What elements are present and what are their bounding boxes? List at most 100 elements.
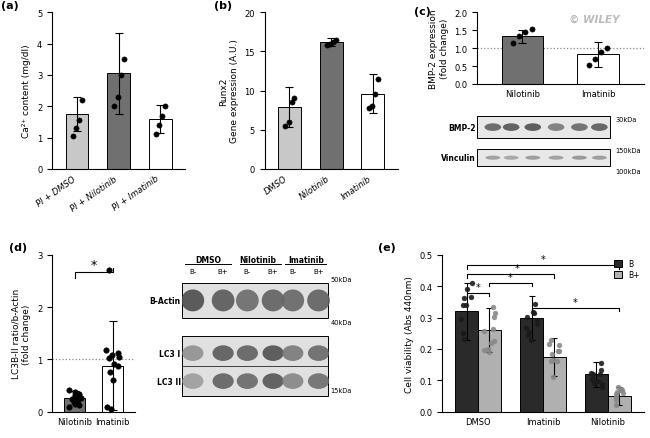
Point [482, 346, 493, 353]
Point [484, 349, 495, 356]
Text: LC3 II: LC3 II [157, 377, 181, 386]
Point [618, 390, 629, 397]
Point [109, 360, 119, 367]
Point [523, 332, 533, 339]
Ellipse shape [307, 290, 330, 312]
Point [331, 37, 341, 44]
Ellipse shape [237, 374, 258, 389]
Point [289, 95, 300, 102]
Point [157, 113, 168, 120]
Point [490, 310, 501, 317]
Ellipse shape [213, 346, 234, 361]
Point [589, 379, 599, 386]
Text: 50kDa: 50kDa [331, 276, 352, 282]
Text: B+: B+ [218, 268, 228, 274]
Point [325, 41, 335, 48]
Point [73, 402, 84, 409]
Bar [320, 43, 343, 170]
Ellipse shape [263, 346, 283, 361]
Ellipse shape [486, 156, 500, 160]
Ellipse shape [592, 156, 607, 160]
Point [116, 72, 126, 79]
Point [73, 391, 84, 398]
Point [508, 40, 519, 47]
Text: Nilotinib: Nilotinib [239, 255, 276, 265]
Point [109, 103, 120, 110]
Point [69, 399, 79, 406]
Point [459, 295, 469, 302]
Point [596, 50, 606, 57]
Point [64, 404, 74, 411]
Point [328, 39, 339, 46]
Ellipse shape [571, 124, 588, 132]
Bar [543, 357, 566, 412]
Text: BMP-2: BMP-2 [448, 124, 475, 132]
Y-axis label: Cell viability (Abs 440nm): Cell viability (Abs 440nm) [405, 275, 414, 392]
Ellipse shape [503, 124, 519, 132]
Text: 150kDa: 150kDa [615, 148, 641, 154]
Point [370, 92, 380, 99]
Ellipse shape [525, 156, 540, 160]
Text: (b): (b) [214, 0, 232, 11]
Point [461, 302, 471, 309]
Bar [478, 330, 500, 412]
Point [478, 328, 489, 335]
Point [514, 33, 525, 40]
Point [616, 387, 626, 394]
Point [68, 133, 78, 140]
Bar [361, 95, 384, 170]
Ellipse shape [525, 124, 541, 132]
Point [66, 395, 77, 402]
Point [528, 310, 539, 317]
Point [588, 370, 598, 377]
Text: (d): (d) [8, 243, 27, 253]
Point [586, 369, 596, 376]
Point [70, 392, 81, 399]
Ellipse shape [504, 156, 519, 160]
Bar [278, 108, 301, 170]
Point [488, 325, 499, 332]
Point [597, 381, 607, 388]
Point [107, 352, 117, 359]
Point [458, 329, 468, 336]
Point [610, 401, 621, 408]
Ellipse shape [591, 124, 608, 132]
Point [526, 27, 537, 34]
Bar [585, 374, 608, 412]
Text: (e): (e) [378, 243, 396, 253]
Point [160, 103, 170, 110]
Point [113, 362, 124, 369]
Text: 15kDa: 15kDa [331, 387, 352, 393]
Point [611, 394, 621, 401]
Text: LC3 I: LC3 I [159, 349, 181, 358]
Point [543, 341, 554, 348]
Point [530, 301, 540, 308]
Point [72, 394, 83, 401]
Point [76, 394, 86, 401]
Point [488, 314, 499, 321]
Point [610, 390, 621, 397]
Ellipse shape [308, 346, 329, 361]
Point [547, 351, 557, 358]
Point [617, 386, 627, 393]
Text: *: * [476, 283, 480, 292]
Point [114, 353, 124, 360]
Bar [66, 115, 88, 170]
Point [70, 389, 80, 396]
Ellipse shape [548, 124, 564, 132]
Legend: B, B+: B, B+ [614, 259, 640, 279]
Ellipse shape [484, 124, 501, 132]
Point [280, 123, 291, 130]
Bar [502, 37, 543, 85]
Point [74, 117, 85, 124]
Point [458, 329, 468, 336]
Point [554, 347, 564, 354]
Ellipse shape [213, 374, 234, 389]
Point [103, 355, 114, 362]
Point [524, 329, 534, 336]
Point [77, 97, 87, 104]
Point [458, 302, 469, 309]
Text: B-Actin: B-Actin [150, 296, 181, 305]
Text: *: * [541, 255, 545, 265]
Text: Imatinib: Imatinib [289, 255, 324, 265]
